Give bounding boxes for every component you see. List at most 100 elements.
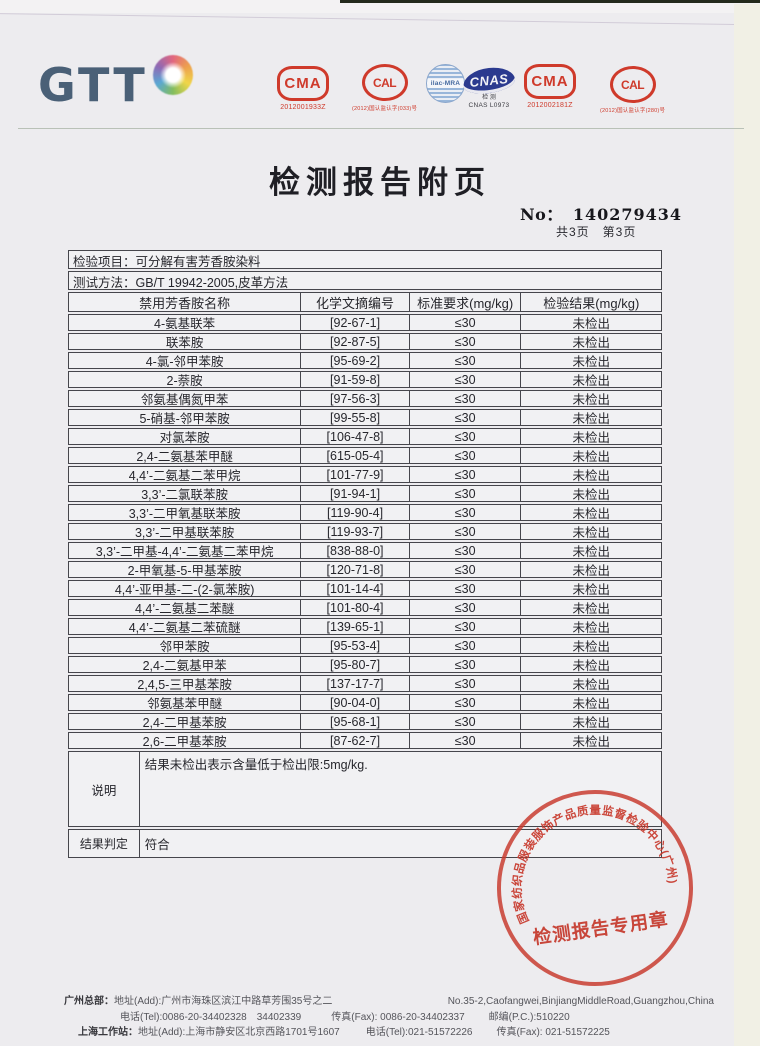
result-value: 未检出 bbox=[520, 638, 661, 654]
seal-center-text: 检测报告专用章 bbox=[532, 908, 670, 948]
cma-code: 2012001933Z bbox=[280, 104, 326, 111]
table-row: 4,4’-二氨基二苯硫醚 [139-65-1] ≤30 未检出 bbox=[68, 618, 662, 635]
limit-value: ≤30 bbox=[408, 676, 521, 691]
substance-name: 邻甲苯胺 bbox=[159, 640, 210, 654]
column-header: 检验结果(mg/kg) bbox=[520, 293, 661, 311]
column-header: 标准要求(mg/kg) bbox=[408, 293, 521, 311]
test-item-label: 检验项目： bbox=[73, 255, 136, 269]
gz-postcode: 邮编(P.C.):510220 bbox=[488, 1011, 570, 1023]
result-value: 未检出 bbox=[520, 353, 661, 369]
limit-value: ≤30 bbox=[408, 733, 521, 748]
cas-number: [95-68-1] bbox=[300, 714, 409, 729]
limit-value: ≤30 bbox=[408, 562, 521, 577]
page-count: 共3页 第3页 bbox=[556, 225, 637, 239]
substance-name: 5-硝基-邻甲苯胺 bbox=[139, 412, 230, 426]
table-row: 2,4-二氨基甲苯 [95-80-7] ≤30 未检出 bbox=[68, 656, 662, 673]
cma-mark-2: CMA 2012002181Z bbox=[524, 64, 576, 109]
result-value: 未检出 bbox=[520, 505, 661, 521]
table-row: 4,4’-亚甲基-二-(2-氯苯胺) [101-14-4] ≤30 未检出 bbox=[68, 580, 662, 597]
cas-number: [90-04-0] bbox=[300, 695, 409, 710]
result-value: 未检出 bbox=[520, 657, 661, 673]
limit-value: ≤30 bbox=[408, 581, 521, 596]
result-value: 未检出 bbox=[520, 429, 661, 445]
cma-icon: CMA bbox=[524, 64, 576, 99]
judgement-row: 结果判定 符合 bbox=[68, 829, 662, 858]
cas-number: [99-55-8] bbox=[300, 410, 409, 425]
cas-number: [91-94-1] bbox=[300, 486, 409, 501]
cas-number: [139-65-1] bbox=[300, 619, 409, 634]
result-value: 未检出 bbox=[520, 600, 661, 616]
result-value: 未检出 bbox=[520, 543, 661, 559]
table-row: 2,4-二氨基苯甲醚 [615-05-4] ≤30 未检出 bbox=[68, 447, 662, 464]
notes-content: 结果未检出表示含量低于检出限:5mg/kg. bbox=[138, 752, 661, 826]
limit-value: ≤30 bbox=[408, 619, 521, 634]
gtt-flower-icon bbox=[153, 55, 193, 95]
cas-number: [137-17-7] bbox=[300, 676, 409, 691]
gz-hq-label: 广州总部： bbox=[64, 996, 114, 1007]
table-row: 联苯胺 [92-87-5] ≤30 未检出 bbox=[68, 333, 662, 350]
result-value: 未检出 bbox=[520, 695, 661, 711]
column-header: 化学文摘编号 bbox=[300, 293, 409, 311]
results-table: 检验项目： 可分解有害芳香胺染料 测试方法： GB/T 19942-2005,皮… bbox=[68, 250, 662, 860]
result-value: 未检出 bbox=[520, 467, 661, 483]
substance-name: 3,3’-二甲基联苯胺 bbox=[134, 526, 235, 540]
report-number-value: 140279434 bbox=[572, 205, 683, 224]
ilac-mra-mark: ilac-MRA bbox=[426, 64, 465, 103]
cal-icon: CAL bbox=[361, 64, 408, 101]
limit-value: ≤30 bbox=[408, 410, 521, 425]
substance-name: 2-甲氧基-5-甲基苯胺 bbox=[127, 564, 242, 578]
cal-mark-1: CAL (2012)国认监认字(033)号 bbox=[352, 64, 417, 112]
cas-number: [92-87-5] bbox=[300, 334, 409, 349]
cal-icon: CAL bbox=[609, 66, 656, 103]
notes-row: 说明 结果未检出表示含量低于检出限:5mg/kg. bbox=[68, 751, 662, 827]
page-title: 检测报告附页 bbox=[269, 165, 491, 200]
table-body: 4-氨基联苯 [92-67-1] ≤30 未检出 联苯胺 [92-87-5] ≤… bbox=[68, 314, 662, 749]
table-row: 邻甲苯胺 [95-53-4] ≤30 未检出 bbox=[68, 637, 662, 654]
substance-name: 3,3’-二氯联苯胺 bbox=[141, 488, 229, 502]
gtt-logo: GTT bbox=[38, 58, 148, 112]
limit-value: ≤30 bbox=[408, 391, 521, 406]
cal-code: (2012)国认监认字(280)号 bbox=[600, 108, 666, 114]
limit-value: ≤30 bbox=[408, 315, 521, 330]
result-value: 未检出 bbox=[520, 486, 661, 502]
table-row: 2-萘胺 [91-59-8] ≤30 未检出 bbox=[68, 371, 662, 388]
result-value: 未检出 bbox=[520, 391, 661, 407]
column-header: 禁用芳香胺名称 bbox=[139, 295, 231, 311]
cas-number: [101-14-4] bbox=[300, 581, 409, 596]
table-row: 4,4’-二氨基二苯醚 [101-80-4] ≤30 未检出 bbox=[68, 599, 662, 616]
cma-icon: CMA bbox=[277, 66, 329, 101]
result-value: 未检出 bbox=[520, 619, 661, 635]
cas-number: [615-05-4] bbox=[300, 448, 409, 463]
seal-icon: 国家纺织品服装服饰产品质量监督检验中心(广州) 检测报告专用章 bbox=[497, 790, 693, 986]
scan-shadow-strip bbox=[340, 0, 760, 3]
scan-right-margin bbox=[734, 4, 760, 1046]
cas-number: [91-59-8] bbox=[300, 372, 409, 387]
cas-number: [101-80-4] bbox=[300, 600, 409, 615]
cas-number: [120-71-8] bbox=[300, 562, 409, 577]
substance-name: 4,4’-二氨基二苯醚 bbox=[134, 602, 235, 616]
cal-mark-2: CAL (2012)国认监认字(280)号 bbox=[600, 66, 665, 114]
header-divider bbox=[18, 128, 744, 129]
judgement-label: 结果判定 bbox=[79, 837, 128, 851]
table-row: 2,4-二甲基苯胺 [95-68-1] ≤30 未检出 bbox=[68, 713, 662, 730]
result-value: 未检出 bbox=[520, 524, 661, 540]
gz-address-en: No.35-2,Caofangwei,BinjiangMiddleRoad,Gu… bbox=[447, 996, 714, 1007]
limit-value: ≤30 bbox=[408, 448, 521, 463]
cas-number: [106-47-8] bbox=[300, 429, 409, 444]
test-item-value: 可分解有害芳香胺染料 bbox=[135, 255, 261, 269]
gz-tel: 电话(Tel):0086-20-34402328 34402339 bbox=[120, 1011, 302, 1023]
table-row: 4-氯-邻甲苯胺 [95-69-2] ≤30 未检出 bbox=[68, 352, 662, 369]
result-value: 未检出 bbox=[520, 562, 661, 578]
cnas-code: CNAS L0973 bbox=[468, 102, 510, 109]
substance-name: 4,4’-二氨基二苯硫醚 bbox=[128, 621, 241, 635]
notes-label: 说明 bbox=[91, 783, 117, 798]
sh-fax: 传真(Fax): 021-51572225 bbox=[496, 1027, 610, 1038]
test-item-row: 检验项目： 可分解有害芳香胺染料 bbox=[68, 250, 662, 269]
substance-name: 2,4-二氨基苯甲醚 bbox=[136, 450, 233, 464]
substance-name: 4-氨基联苯 bbox=[154, 317, 216, 331]
substance-name: 3,3’-二甲基-4,4’-二氨基二苯甲烷 bbox=[95, 545, 274, 559]
substance-name: 对氯苯胺 bbox=[159, 431, 210, 445]
cas-number: [119-93-7] bbox=[300, 524, 409, 539]
result-value: 未检出 bbox=[520, 372, 661, 388]
